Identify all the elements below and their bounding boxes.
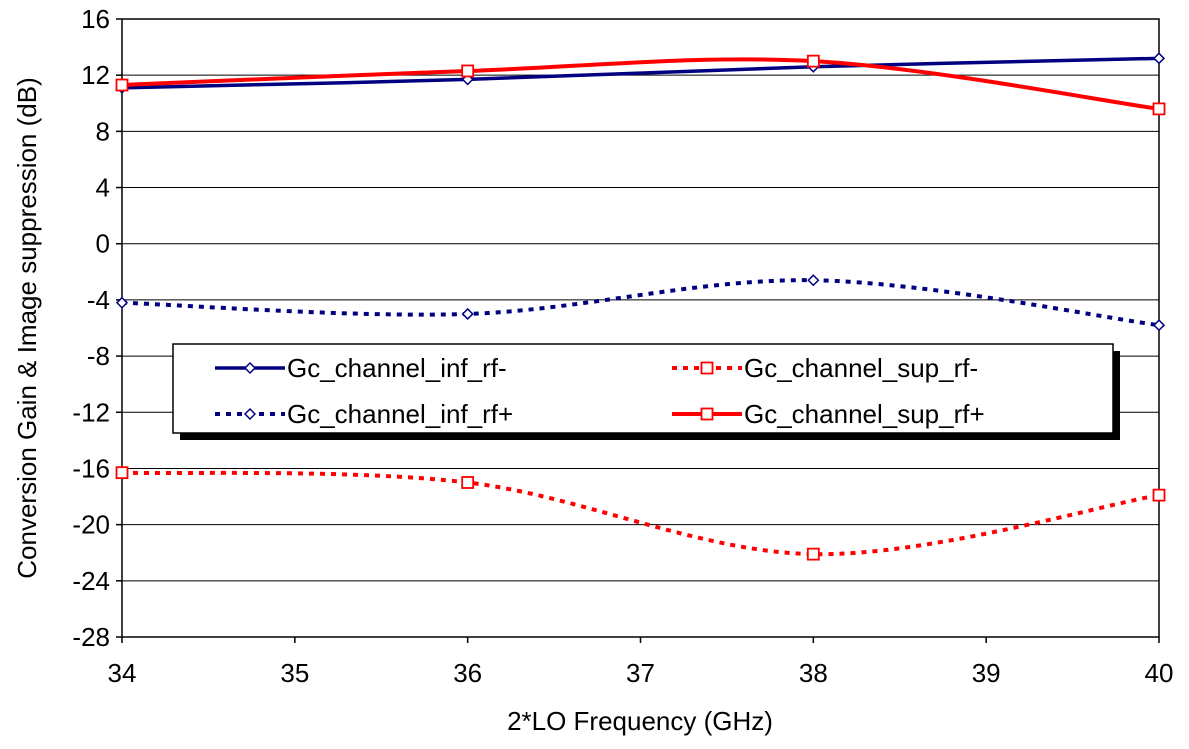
y-tick-label: -28 (72, 622, 110, 652)
x-tick-label: 39 (972, 658, 1001, 688)
series-group (115, 52, 1166, 561)
x-tick-label: 38 (799, 658, 828, 688)
legend-item: Gc_channel_sup_rf- (672, 353, 978, 383)
series-line (121, 470, 1160, 557)
plot-area-frame (121, 18, 1160, 638)
legend-label: Gc_channel_inf_rf- (287, 353, 507, 383)
data-point-marker (806, 547, 820, 561)
legend-item: Gc_channel_inf_rf+ (215, 399, 513, 429)
x-tick-label: 36 (453, 658, 482, 688)
legend-label: Gc_channel_inf_rf+ (287, 399, 513, 429)
data-point-marker (806, 54, 820, 68)
data-point-marker (1152, 319, 1166, 332)
legend-box (172, 343, 1114, 434)
x-axis-label: 2*LO Frequency (GHz) (507, 706, 773, 736)
series-line (121, 278, 1160, 328)
y-axis: 16 12 8 4 0 -4 -8 -12 -16 -20 -24 -28 (72, 4, 122, 652)
data-point-marker (461, 476, 475, 489)
data-point-marker (807, 274, 820, 287)
data-point-marker (115, 466, 129, 480)
data-point-marker (1152, 52, 1166, 65)
legend-label: Gc_channel_sup_rf- (744, 353, 978, 383)
series-Gc_channel_inf_rf- (115, 52, 1166, 94)
y-tick-label: -16 (72, 453, 110, 483)
y-axis-label: Conversion Gain & Image suppression (dB) (12, 77, 42, 578)
data-point-marker (115, 296, 129, 309)
legend: Gc_channel_inf_rf- Gc_channel_sup_rf- Gc_c… (172, 343, 1120, 440)
legend-swatch-marker (243, 361, 257, 375)
y-tick-label: -12 (72, 397, 110, 427)
y-tick-label: -24 (72, 566, 110, 596)
series-Gc_channel_sup_rf+ (115, 54, 1166, 116)
y-tick-label: 4 (96, 173, 110, 203)
data-point-marker (461, 64, 475, 78)
legend-swatch-marker (243, 407, 257, 421)
x-axis: 34 35 36 37 38 39 40 (108, 637, 1174, 688)
series-line (121, 57, 1160, 111)
series-Gc_channel_sup_rf- (115, 466, 1166, 561)
x-tick-label: 34 (108, 658, 137, 688)
data-point-marker (1152, 102, 1166, 116)
legend-label: Gc_channel_sup_rf+ (744, 399, 985, 429)
legend-item: Gc_channel_inf_rf- (215, 353, 507, 383)
x-tick-label: 40 (1145, 658, 1174, 688)
y-tick-label: -20 (72, 510, 110, 540)
legend-item: Gc_channel_sup_rf+ (672, 399, 985, 429)
data-point-marker (115, 78, 129, 92)
y-tick-label: 16 (81, 4, 110, 34)
x-tick-label: 35 (280, 658, 309, 688)
y-tick-label: 12 (81, 60, 110, 90)
data-point-marker (1152, 488, 1166, 502)
series-line (121, 56, 1160, 90)
y-tick-label: 0 (96, 229, 110, 259)
legend-swatch-marker (700, 407, 714, 421)
x-tick-label: 37 (626, 658, 655, 688)
y-tick-label: -8 (87, 341, 110, 371)
grid (122, 18, 1159, 638)
y-tick-label: -4 (87, 285, 110, 315)
data-point-marker (461, 307, 474, 321)
legend-swatch-marker (700, 361, 714, 375)
series-Gc_channel_inf_rf+ (115, 274, 1166, 332)
y-tick-label: 8 (96, 116, 110, 146)
